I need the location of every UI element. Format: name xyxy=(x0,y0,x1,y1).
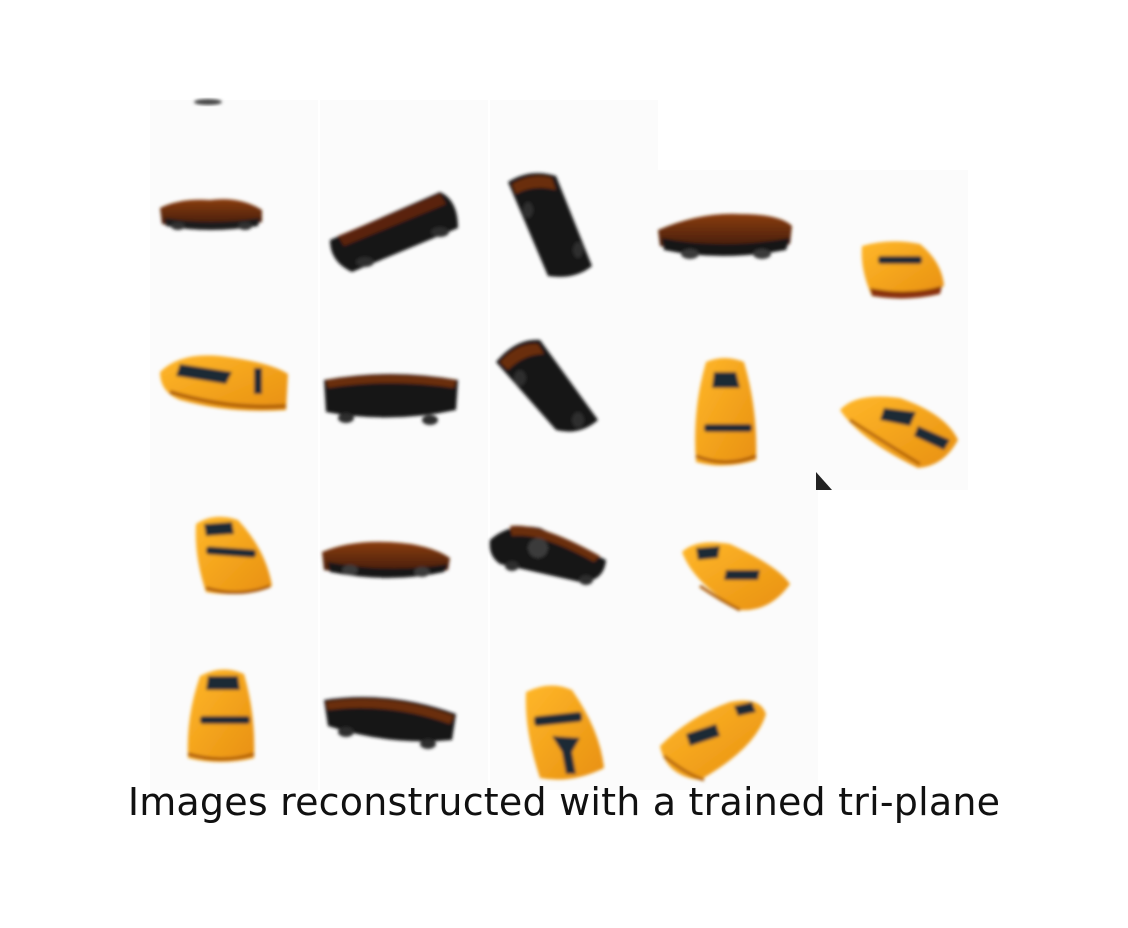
artifact-top xyxy=(194,99,222,105)
car-view-r2-c4 xyxy=(695,358,756,466)
car-view-r1-c1 xyxy=(160,199,262,230)
figure-caption: Images reconstructed with a trained tri-… xyxy=(0,780,1128,824)
car-view-r4-c1 xyxy=(188,669,255,762)
